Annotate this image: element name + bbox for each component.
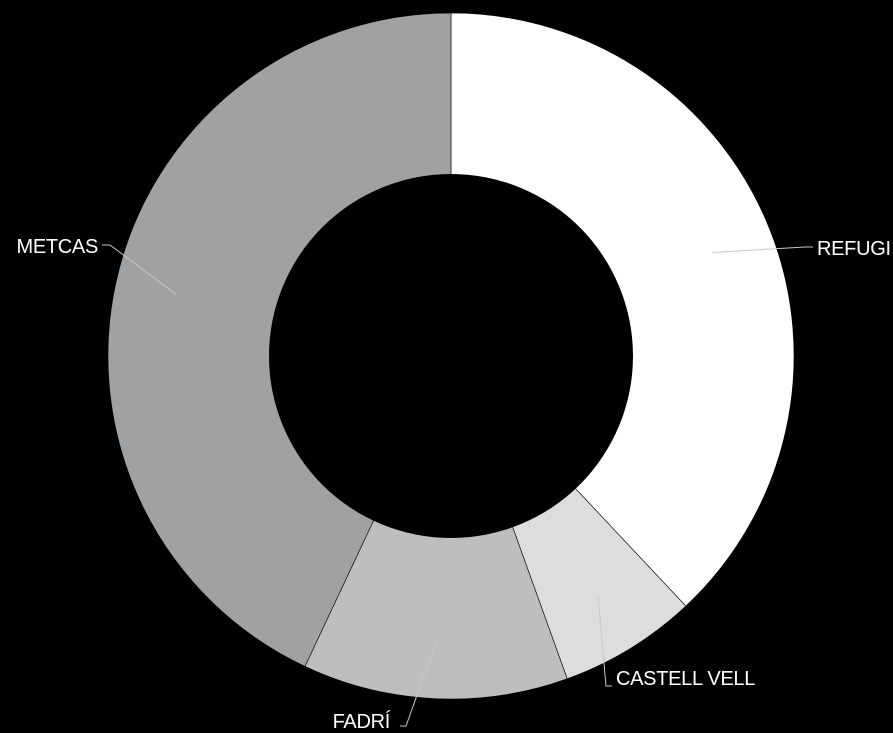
slice-label-fadr: FADRÍ	[333, 710, 391, 733]
leader-line-metcas	[102, 244, 177, 296]
donut-hole	[269, 174, 633, 538]
slice-label-castell-vell: CASTELL VELL	[616, 668, 755, 690]
leader-line-refugi	[712, 246, 813, 253]
labels-layer: REFUGI CASTELL VELL FADRÍ METCAS	[16, 236, 891, 733]
leader-line-fadr	[400, 636, 439, 727]
slice-label-refugi: REFUGI	[817, 238, 891, 260]
leader-line-castell-vell	[597, 595, 612, 687]
slice-label-metcas: METCAS	[16, 236, 98, 258]
